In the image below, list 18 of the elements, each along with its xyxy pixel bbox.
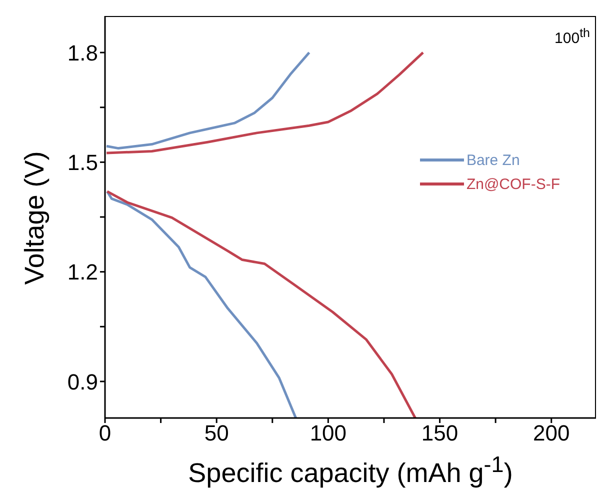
x-axis-title: Specific capacity (mAh g$^{-1}$) bbox=[187, 452, 514, 489]
annotation: 100$^{th}$ bbox=[554, 26, 590, 47]
y-tick-label: 0.9 bbox=[67, 369, 98, 394]
line-series bbox=[105, 51, 424, 154]
y-tick-label: 1.8 bbox=[67, 40, 98, 66]
x-tick-label: 100 bbox=[310, 420, 347, 446]
x-tick-label: 150 bbox=[421, 420, 458, 446]
y-axis-title: Voltage (V) bbox=[20, 151, 50, 285]
x-tick-label: 50 bbox=[204, 420, 229, 446]
y-tick-label: 1.2 bbox=[67, 260, 98, 285]
line-series bbox=[105, 51, 310, 150]
y-tick-label: 1.5 bbox=[67, 150, 98, 175]
legend-label: Bare Zn bbox=[466, 152, 520, 168]
legend-label: Zn@COF-S-F bbox=[466, 176, 560, 192]
x-tick-label: 200 bbox=[533, 420, 570, 446]
line-series bbox=[106, 190, 416, 418]
x-tick-label: 0 bbox=[98, 420, 112, 446]
line-series bbox=[106, 190, 298, 418]
